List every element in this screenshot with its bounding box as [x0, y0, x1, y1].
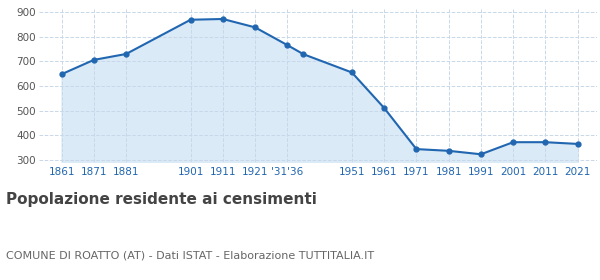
Text: Popolazione residente ai censimenti: Popolazione residente ai censimenti — [6, 192, 317, 207]
Text: COMUNE DI ROATTO (AT) - Dati ISTAT - Elaborazione TUTTITALIA.IT: COMUNE DI ROATTO (AT) - Dati ISTAT - Ela… — [6, 250, 374, 260]
